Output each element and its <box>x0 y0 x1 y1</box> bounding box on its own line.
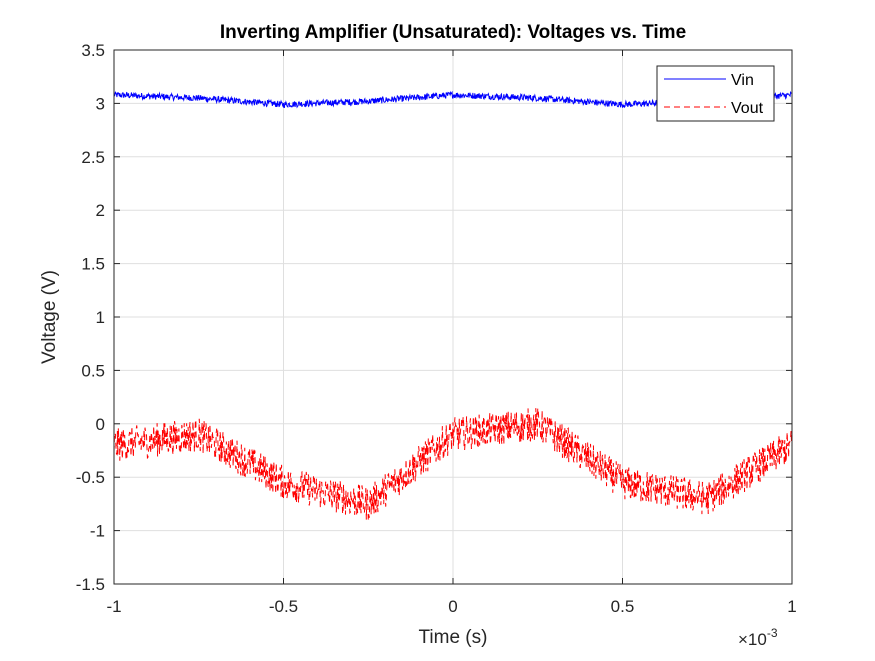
grid <box>113 49 793 585</box>
legend-label-vin: Vin <box>731 72 754 89</box>
x-exponent-label: ×10-3 <box>738 626 778 649</box>
x-tick-label: -1 <box>106 597 121 616</box>
x-tick-label: -0.5 <box>269 597 298 616</box>
y-tick-label: 2 <box>96 201 105 220</box>
legend-box <box>656 65 775 122</box>
y-tick-label: 0.5 <box>81 361 105 380</box>
x-tick-label: 1 <box>787 597 796 616</box>
x-tick-label: 0 <box>448 597 457 616</box>
y-tick-label: 0 <box>96 415 105 434</box>
chart-title: Inverting Amplifier (Unsaturated): Volta… <box>220 22 686 43</box>
y-tick-label: 2.5 <box>81 148 105 167</box>
y-tick-label: -0.5 <box>76 468 105 487</box>
y-tick-label: 1.5 <box>81 255 105 274</box>
y-tick-label: -1 <box>90 522 105 541</box>
legend: Vin Vout <box>656 65 775 122</box>
series-line-vout <box>113 407 793 520</box>
y-tick-label: 3.5 <box>81 41 105 60</box>
ticks: -1 -0.5 0 0.5 1-1.5-1-0.500.511.522.533.5 <box>76 41 797 616</box>
series-vout <box>113 407 793 520</box>
legend-label-vout: Vout <box>731 100 764 117</box>
y-tick-label: -1.5 <box>76 575 105 594</box>
x-axis-label: Time (s) <box>419 627 488 648</box>
y-tick-label: 1 <box>96 308 105 327</box>
y-tick-label: 3 <box>96 94 105 113</box>
y-axis-label: Voltage (V) <box>39 270 60 364</box>
x-tick-label: 0.5 <box>611 597 635 616</box>
